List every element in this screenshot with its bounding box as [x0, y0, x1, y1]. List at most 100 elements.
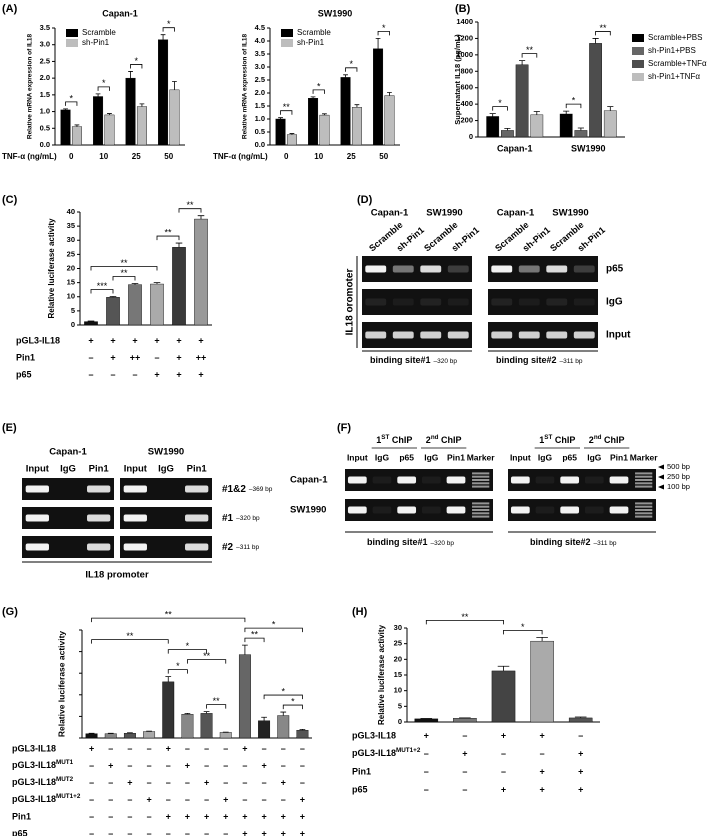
condition-label: Pin1 [12, 811, 31, 821]
chip-header-base: 2 [589, 435, 594, 445]
gel-band [365, 331, 387, 339]
marker-arrow [658, 464, 664, 470]
significance-label: * [291, 696, 295, 706]
condition-mark: – [108, 794, 113, 804]
significance-bracket [130, 64, 143, 69]
legend-label: sh-Pin1 [82, 38, 110, 47]
bar [574, 130, 588, 138]
site-label-size: –311 bp [594, 540, 617, 547]
significance-bracket [263, 694, 303, 700]
gel-band [446, 476, 466, 484]
gel-band [372, 476, 392, 484]
significance-label: ** [251, 629, 259, 639]
condition-mark: + [578, 766, 583, 776]
row-label: SW1990 [290, 505, 326, 516]
gel-band [365, 265, 387, 273]
condition-mark: + [185, 811, 190, 821]
bar [340, 77, 351, 146]
bar [559, 113, 573, 138]
condition-label-sup: MUT1 [56, 759, 74, 766]
group-label: Capan-1 [49, 447, 87, 458]
lane-label: IgG [375, 452, 390, 462]
condition-label-base: pGL3-IL18 [12, 760, 56, 770]
x-tick-label: 50 [379, 152, 388, 161]
gel-image [22, 478, 114, 500]
significance-label: *** [97, 281, 108, 291]
condition-mark: – [89, 811, 94, 821]
error-bar [387, 92, 392, 96]
row-label-size: –320 bp [236, 515, 260, 522]
y-tick-label: 1.0 [255, 114, 265, 123]
ladder-band [472, 515, 490, 518]
error-bar [87, 320, 95, 322]
bar [136, 106, 147, 146]
bar [125, 77, 136, 146]
gel-band [491, 331, 513, 339]
error-bar [128, 71, 133, 79]
y-tick-label: 800 [460, 66, 473, 75]
condition-mark: – [127, 811, 132, 821]
significance-label: * [317, 81, 321, 91]
gel-band [420, 265, 442, 273]
marker-label: 500 bp [667, 462, 690, 471]
condition-mark: – [300, 743, 305, 753]
significance-label: * [272, 619, 276, 629]
significance-label: ** [120, 258, 128, 268]
gel-image [22, 507, 114, 529]
y-tick-label: 400 [460, 99, 473, 108]
bar [501, 130, 514, 138]
condition-mark: – [185, 794, 190, 804]
significance-label: ** [213, 696, 221, 706]
condition-mark: + [204, 777, 209, 787]
row-label: p65 [606, 264, 624, 275]
gel-image [120, 478, 212, 500]
condition-mark: – [501, 766, 506, 776]
condition-mark: – [166, 760, 171, 770]
error-bar [289, 133, 295, 135]
bar [85, 733, 98, 739]
gel-band [347, 476, 367, 484]
significance-bracket [178, 208, 202, 213]
gel-band [25, 543, 49, 551]
condition-label: pGL3-IL18 [12, 743, 56, 753]
bar [123, 733, 136, 739]
group-label: SW1990 [552, 208, 588, 219]
error-bar [261, 716, 267, 721]
gel-image [488, 289, 598, 315]
lane-label: IgG [587, 452, 602, 462]
panel-label: (D) [357, 194, 373, 206]
chart-title: Capan-1 [102, 8, 138, 18]
condition-label: pGL3-IL18MUT1+2 [12, 793, 81, 805]
chip-header-tail: ChIP [602, 435, 625, 445]
condition-mark: + [88, 335, 93, 345]
condition-label-sup: MUT2 [56, 776, 74, 783]
error-bar [299, 728, 306, 731]
condition-mark: + [261, 760, 266, 770]
condition-label: Pin1 [16, 352, 35, 362]
error-bar [74, 124, 80, 127]
lane-label: p65 [399, 452, 414, 462]
error-bar [489, 113, 496, 117]
marker-label: 100 bp [667, 482, 690, 491]
condition-mark: – [462, 766, 467, 776]
legend-swatch [632, 47, 644, 55]
condition-mark: – [424, 784, 429, 794]
condition-mark: + [132, 335, 137, 345]
group-label: SW1990 [148, 447, 184, 458]
panel-label: (G) [2, 606, 18, 618]
gel-band [87, 485, 111, 493]
error-bar [109, 296, 117, 298]
bar [84, 321, 98, 326]
condition-label-sup: MUT1+2 [56, 793, 81, 800]
bar [351, 107, 362, 146]
gel-band [447, 331, 469, 339]
gel-image [22, 536, 114, 558]
condition-mark: – [501, 748, 506, 758]
condition-mark: – [185, 777, 190, 787]
legend-label: sh-Pin1+TNFα [648, 72, 700, 81]
chip-header-base: 1 [376, 435, 381, 445]
condition-mark: + [108, 760, 113, 770]
error-bar [497, 665, 510, 671]
chip-header-sup: ST [544, 434, 552, 441]
y-tick-label: 30 [67, 235, 75, 244]
